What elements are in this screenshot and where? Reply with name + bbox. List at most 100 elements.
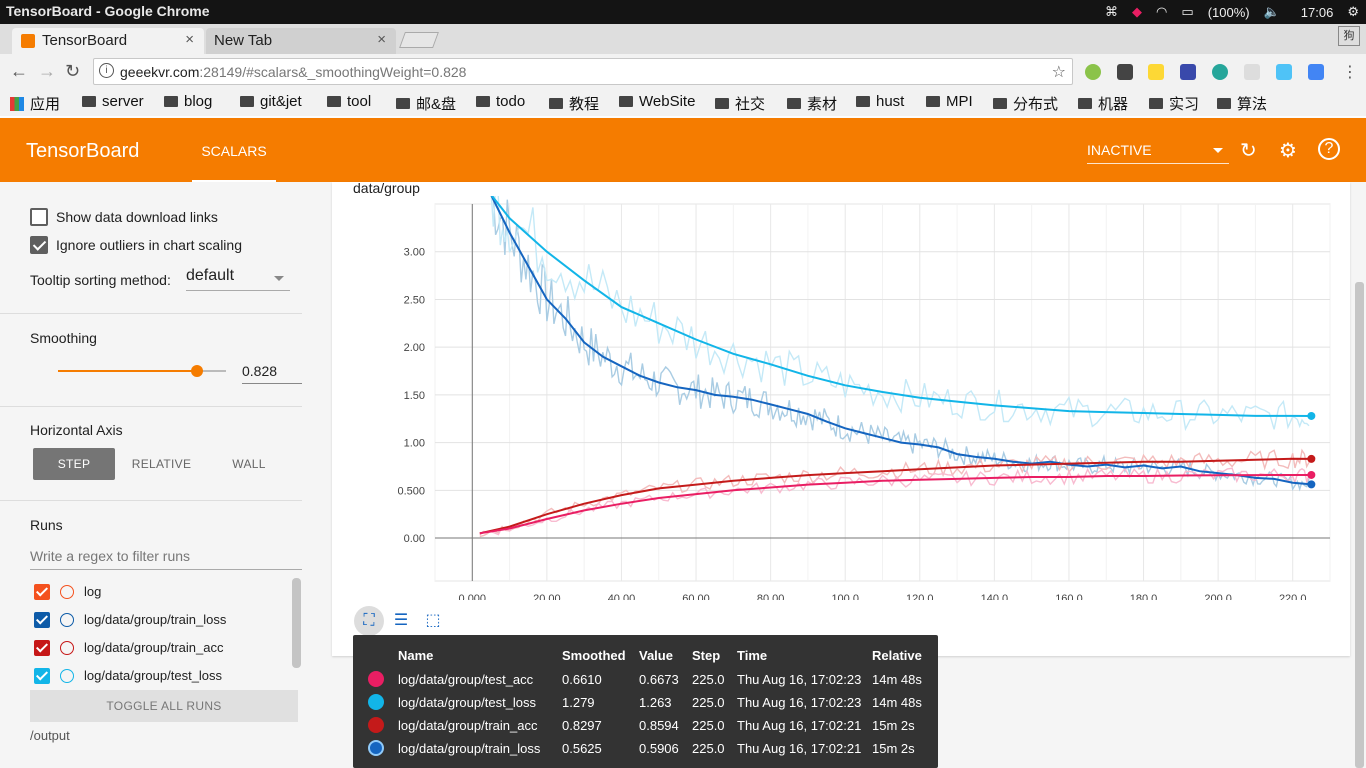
clock[interactable]: 17:06: [1300, 4, 1334, 20]
reload-icon[interactable]: ↻: [1240, 140, 1257, 162]
close-tab-icon[interactable]: ×: [377, 31, 386, 48]
extension-green-icon[interactable]: [1085, 64, 1101, 80]
tooltip-sort-dropdown[interactable]: default: [186, 267, 290, 291]
tensorboard-favicon-icon: [21, 34, 35, 48]
runs-scrollbar[interactable]: [292, 578, 301, 668]
bookmark-folder[interactable]: 算法: [1217, 93, 1267, 114]
run-checkbox[interactable]: [34, 640, 50, 656]
extension-pocket-icon[interactable]: [1180, 64, 1196, 80]
bookmark-folder[interactable]: tool: [327, 93, 371, 110]
folder-icon: [1078, 98, 1092, 109]
horizontal-axis-label: Horizontal Axis: [30, 422, 123, 438]
axis-step-button[interactable]: STEP: [33, 448, 115, 480]
tab-scalars[interactable]: SCALARS: [192, 118, 276, 182]
tab-tensorboard[interactable]: TensorBoard ×: [12, 28, 204, 54]
bookmark-folder[interactable]: WebSite: [619, 93, 695, 110]
reload-icon[interactable]: ↻: [65, 61, 81, 81]
extension-shield-icon[interactable]: [1244, 64, 1260, 80]
ignore-outliers-checkbox[interactable]: [30, 236, 48, 254]
y-tick-label: 1.50: [404, 390, 425, 402]
info-icon[interactable]: i: [99, 63, 114, 78]
axis-relative-button[interactable]: RELATIVE: [131, 457, 192, 471]
tooltip-cell-time: Thu Aug 16, 17:02:23: [737, 672, 862, 687]
tooltip-cell-step: 225.0: [692, 672, 725, 687]
tab-new-tab[interactable]: New Tab ×: [206, 28, 396, 54]
axis-wall-button[interactable]: WALL: [232, 457, 266, 471]
fullscreen-icon[interactable]: ⛶: [354, 606, 384, 636]
address-bar[interactable]: i geeekvr.com:28149/#scalars&_smoothingW…: [93, 58, 1073, 85]
help-icon[interactable]: ?: [1318, 138, 1340, 160]
bookmark-folder[interactable]: git&jet: [240, 93, 302, 110]
run-color-radio-icon[interactable]: [60, 669, 74, 683]
folder-icon: [549, 98, 563, 109]
bookmark-folder[interactable]: 社交: [715, 93, 765, 114]
series-swatch-icon: [368, 671, 384, 687]
close-tab-icon[interactable]: ×: [185, 31, 194, 48]
scalar-chart[interactable]: 0.000 20.00 40.00 60.00 80.00 100.0 120.0 140.0…: [340, 196, 1340, 600]
chrome-menu-icon[interactable]: ⋮: [1342, 64, 1358, 81]
inactive-plugins-dropdown[interactable]: INACTIVE: [1087, 142, 1229, 164]
fit-domain-icon[interactable]: ⬚: [425, 612, 441, 629]
wifi-icon[interactable]: ◠: [1156, 4, 1168, 19]
bookmark-folder[interactable]: MPI: [926, 93, 973, 110]
chevron-down-icon: [1213, 148, 1223, 153]
toggle-all-runs-button[interactable]: TOGGLE ALL RUNS: [30, 690, 298, 722]
run-color-radio-icon[interactable]: [60, 641, 74, 655]
show-download-checkbox[interactable]: [30, 208, 48, 226]
bookmark-folder[interactable]: 素材: [787, 93, 837, 114]
run-checkbox[interactable]: [34, 612, 50, 628]
run-filter-input[interactable]: Write a regex to filter runs: [30, 548, 302, 570]
extension-bulb-icon[interactable]: [1117, 64, 1133, 80]
bookmark-folder[interactable]: 实习: [1149, 93, 1199, 114]
extension-web-icon[interactable]: [1148, 64, 1164, 80]
power-icon[interactable]: ⚙: [1347, 4, 1359, 19]
system-tray: ⌘ ◆ ◠ ▭ (100%) 🔈 17:06 ⚙: [1098, 0, 1366, 24]
bookmark-folder[interactable]: blog: [164, 93, 212, 110]
bookmark-folder[interactable]: 机器: [1078, 93, 1128, 114]
run-checkbox[interactable]: [34, 668, 50, 684]
bookmark-folder[interactable]: 教程: [549, 93, 599, 114]
tooltip-header-cell: Smoothed: [562, 648, 626, 663]
folder-icon: [476, 96, 490, 107]
x-tick-label: 140.0: [981, 593, 1009, 600]
bookmark-apps[interactable]: 应用: [10, 93, 60, 114]
tooltip-cell-step: 225.0: [692, 741, 725, 756]
bookmark-folder[interactable]: todo: [476, 93, 525, 110]
battery-icon[interactable]: ▭: [1181, 4, 1194, 19]
extension-m-icon[interactable]: [1212, 64, 1228, 80]
profile-button[interactable]: 狗: [1338, 26, 1360, 46]
volume-icon[interactable]: 🔈: [1263, 4, 1280, 19]
tooltip-header-cell: Relative: [872, 648, 922, 663]
run-checkbox[interactable]: [34, 584, 50, 600]
bookmark-star-icon[interactable]: ☆: [1051, 64, 1066, 81]
smoothed-series-line: [490, 196, 1312, 417]
bookmark-folder[interactable]: hust: [856, 93, 904, 110]
tooltip-row: log/data/group/train_loss 0.5625 0.5906 225…: [353, 738, 938, 761]
bookmark-folder[interactable]: server: [82, 93, 144, 110]
x-tick-label: 160.0: [1055, 593, 1083, 600]
tooltip-row: log/data/group/test_loss 1.279 1.263 225.0 T…: [353, 692, 938, 715]
app-indicator-icon[interactable]: ◆: [1132, 4, 1143, 19]
browser-tab-strip: TensorBoard × New Tab ×: [0, 24, 1366, 54]
extension-cloud-icon[interactable]: [1276, 64, 1292, 80]
tooltip-cell-relative: 14m 48s: [872, 695, 922, 710]
run-color-radio-icon[interactable]: [60, 585, 74, 599]
smoothing-slider-handle[interactable]: [191, 365, 203, 377]
back-arrow-icon[interactable]: ←: [10, 61, 28, 81]
page-scrollbar[interactable]: [1355, 282, 1364, 768]
bookmark-folder[interactable]: 分布式: [993, 93, 1058, 114]
smoothing-input[interactable]: 0.828: [242, 360, 302, 384]
new-tab-button[interactable]: [399, 32, 439, 48]
window-title: TensorBoard - Google Chrome: [6, 3, 210, 19]
log-scale-icon[interactable]: ☰: [393, 612, 409, 629]
command-icon[interactable]: ⌘: [1105, 4, 1119, 19]
smoothed-series-line: [479, 474, 1312, 535]
apps-grid-icon: [10, 96, 24, 111]
run-color-radio-icon[interactable]: [60, 613, 74, 627]
gear-icon[interactable]: ⚙: [1279, 140, 1297, 162]
forward-arrow-icon[interactable]: →: [38, 61, 56, 81]
bookmark-folder[interactable]: 邮&盘: [396, 93, 456, 114]
extension-translate-icon[interactable]: [1308, 64, 1324, 80]
url-text: geeekvr.com:28149/#scalars&_smoothingWei…: [120, 64, 467, 80]
tooltip-cell-smoothed: 1.279: [562, 695, 595, 710]
